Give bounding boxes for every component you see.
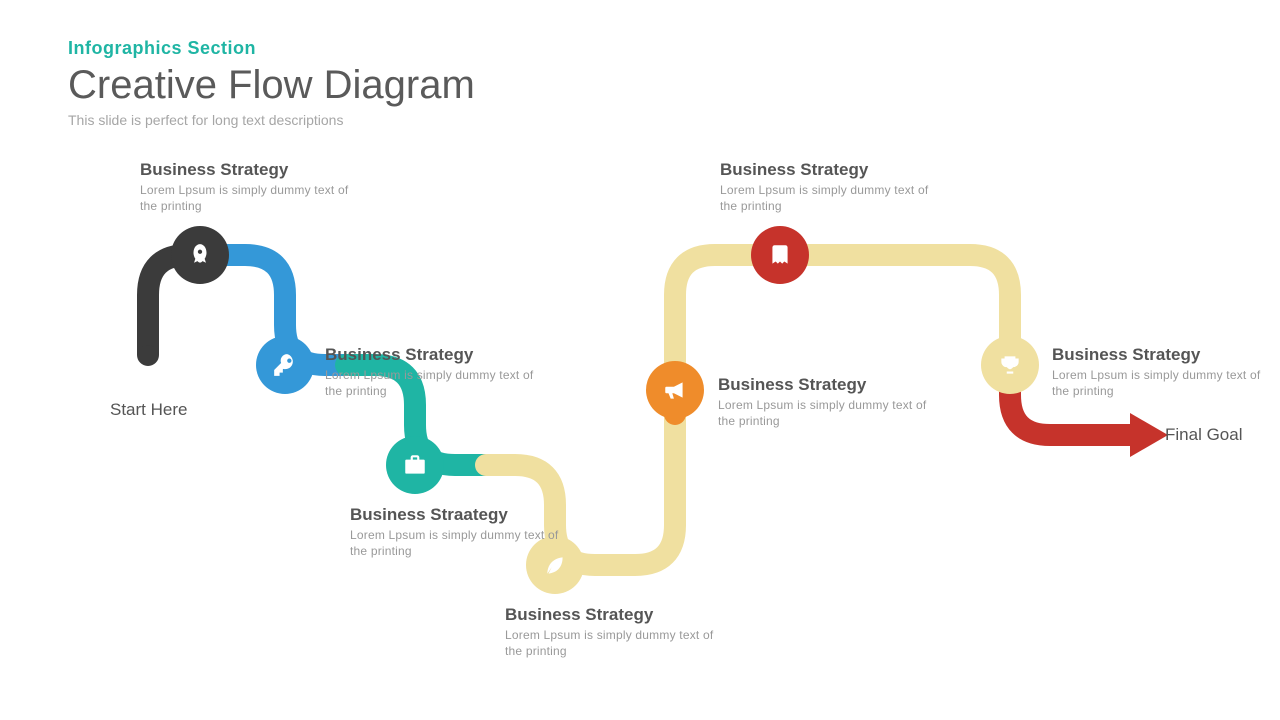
start-label: Start Here bbox=[110, 400, 187, 420]
node-label-6: Business StrategyLorem Lpsum is simply d… bbox=[720, 160, 940, 214]
node-title: Business Straategy bbox=[350, 505, 570, 525]
rocket-icon bbox=[187, 242, 213, 268]
flow-node-7 bbox=[981, 336, 1039, 394]
book-icon bbox=[767, 242, 793, 268]
node-desc: Lorem Lpsum is simply dummy text of the … bbox=[720, 182, 940, 214]
node-desc: Lorem Lpsum is simply dummy text of the … bbox=[350, 527, 570, 559]
node-desc: Lorem Lpsum is simply dummy text of the … bbox=[325, 367, 545, 399]
node-label-3: Business StraategyLorem Lpsum is simply … bbox=[350, 505, 570, 559]
node-label-4: Business StrategyLorem Lpsum is simply d… bbox=[505, 605, 725, 659]
end-label: Final Goal bbox=[1165, 425, 1242, 445]
node-label-2: Business StrategyLorem Lpsum is simply d… bbox=[325, 345, 545, 399]
node-desc: Lorem Lpsum is simply dummy text of the … bbox=[1052, 367, 1272, 399]
node-desc: Lorem Lpsum is simply dummy text of the … bbox=[505, 627, 725, 659]
flow-node-6 bbox=[751, 226, 809, 284]
flow-node-1 bbox=[171, 226, 229, 284]
slide: Infographics Section Creative Flow Diagr… bbox=[0, 0, 1280, 720]
node-label-7: Business StrategyLorem Lpsum is simply d… bbox=[1052, 345, 1272, 399]
node-title: Business Strategy bbox=[718, 375, 938, 395]
node-title: Business Strategy bbox=[140, 160, 360, 180]
flow-node-3 bbox=[386, 436, 444, 494]
node-label-5: Business StrategyLorem Lpsum is simply d… bbox=[718, 375, 938, 429]
node-label-1: Business StrategyLorem Lpsum is simply d… bbox=[140, 160, 360, 214]
arrow-head-icon bbox=[1130, 413, 1168, 457]
briefcase-icon bbox=[402, 452, 428, 478]
megaphone-icon bbox=[662, 377, 688, 403]
start-dot bbox=[138, 345, 158, 365]
node-desc: Lorem Lpsum is simply dummy text of the … bbox=[718, 397, 938, 429]
trophy-icon bbox=[997, 352, 1023, 378]
node-title: Business Strategy bbox=[1052, 345, 1272, 365]
node-title: Business Strategy bbox=[325, 345, 545, 365]
node-title: Business Strategy bbox=[720, 160, 940, 180]
key-icon bbox=[272, 352, 298, 378]
node-desc: Lorem Lpsum is simply dummy text of the … bbox=[140, 182, 360, 214]
flow-node-5 bbox=[646, 361, 704, 419]
flow-node-2 bbox=[256, 336, 314, 394]
node-title: Business Strategy bbox=[505, 605, 725, 625]
